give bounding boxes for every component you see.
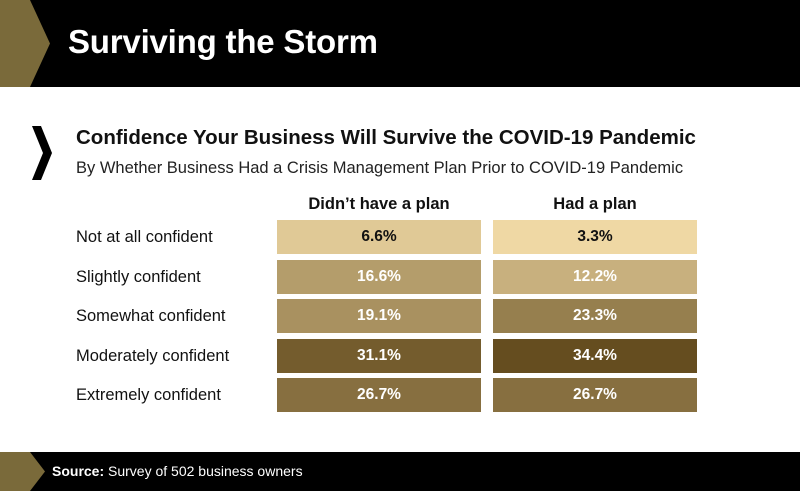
column-header-no-plan: Didn’t have a plan [308,195,450,213]
heatmap-cell: 16.6% [277,259,481,294]
row-label: Somewhat confident [76,307,226,325]
row-label: Slightly confident [76,267,201,286]
chart-subtitle: By Whether Business Had a Crisis Managem… [76,159,684,177]
row-label: Not at all confident [76,228,213,246]
heatmap-cell: 31.1% [277,338,481,373]
heatmap-cell: 26.7% [493,378,697,412]
chevron-right-icon [32,126,52,180]
heatmap-cell: 6.6% [277,220,481,254]
row-label: Extremely confident [76,386,221,404]
chart-title: Confidence Your Business Will Survive th… [76,126,696,149]
heatmap-cell: 34.4% [493,338,697,373]
footer-banner: Source: Survey of 502 business owners [0,452,800,491]
heatmap-cell: 19.1% [277,299,481,333]
heatmap-cell: 3.3% [493,220,697,254]
footer-accent-chevron [0,452,45,491]
source-note: Source: Survey of 502 business owners [52,452,303,491]
source-text: Survey of 502 business owners [108,463,303,479]
row-label: Moderately confident [76,346,230,365]
heatmap-cell: 23.3% [493,299,697,333]
heatmap-cell: 26.7% [277,378,481,412]
header-banner: Surviving the Storm [0,0,800,87]
source-label: Source: [52,463,105,479]
page-title: Surviving the Storm [68,23,378,60]
heatmap-cell: 12.2% [493,259,697,294]
header-accent-chevron [0,0,50,87]
column-header-had-plan: Had a plan [553,195,637,213]
